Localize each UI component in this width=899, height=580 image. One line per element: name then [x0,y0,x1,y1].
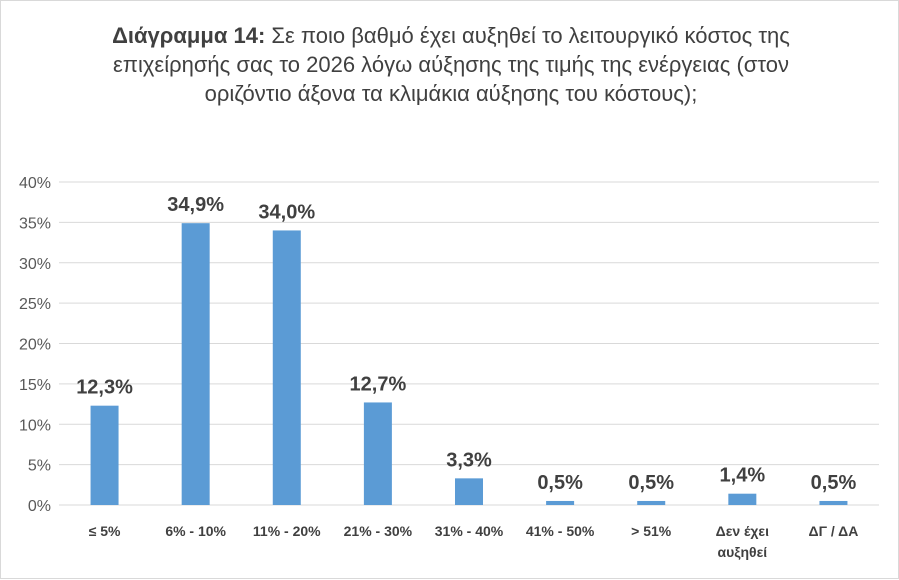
bar [455,478,483,505]
data-label: 34,9% [167,194,224,216]
x-tick-label: 11% - 20% [253,523,321,539]
x-tick-label: 6% - 10% [165,523,226,539]
bar [819,500,848,505]
bar [637,500,666,505]
y-tick-label: 15% [19,377,51,394]
y-tick-label: 20% [19,337,51,354]
y-tick-label: 35% [19,215,51,232]
x-tick-label: ΔΓ / ΔΑ [809,523,859,539]
y-tick-label: 25% [19,296,51,313]
bar [181,223,210,505]
data-label: 34,0% [258,201,315,223]
chart-title-bold: Διάγραμμα 14: [112,23,266,48]
y-tick-label: 0% [28,498,51,515]
bar [363,402,392,505]
chart-title-text: Σε ποιο βαθμό έχει αυξηθεί το λειτουργικ… [112,23,790,106]
data-label: 12,7% [350,373,407,395]
data-label: 0,5% [628,472,674,494]
bar [546,500,575,505]
x-tick-label: 41% - 50% [526,523,595,539]
y-tick-label: 10% [19,417,51,434]
data-label: 3,3% [446,449,492,471]
data-label: 0,5% [537,472,583,494]
bar [90,405,119,505]
x-tick-label: Δεν έχει αυξηθεί [716,523,769,560]
x-tick-label: > 51% [631,523,672,539]
data-label: 12,3% [76,377,133,399]
data-label: 0,5% [811,472,857,494]
chart-title: Διάγραμμα 14: Σε ποιο βαθμό έχει αυξηθεί… [101,21,801,108]
x-tick-label: 21% - 30% [344,523,413,539]
y-tick-label: 30% [19,256,51,273]
y-tick-label: 40% [19,175,51,192]
y-tick-label: 5% [28,458,51,475]
bar [728,493,757,505]
data-label: 1,4% [720,465,766,487]
x-tick-label: ≤ 5% [89,523,121,539]
x-tick-label: 31% - 40% [435,523,504,539]
bar [272,230,301,505]
